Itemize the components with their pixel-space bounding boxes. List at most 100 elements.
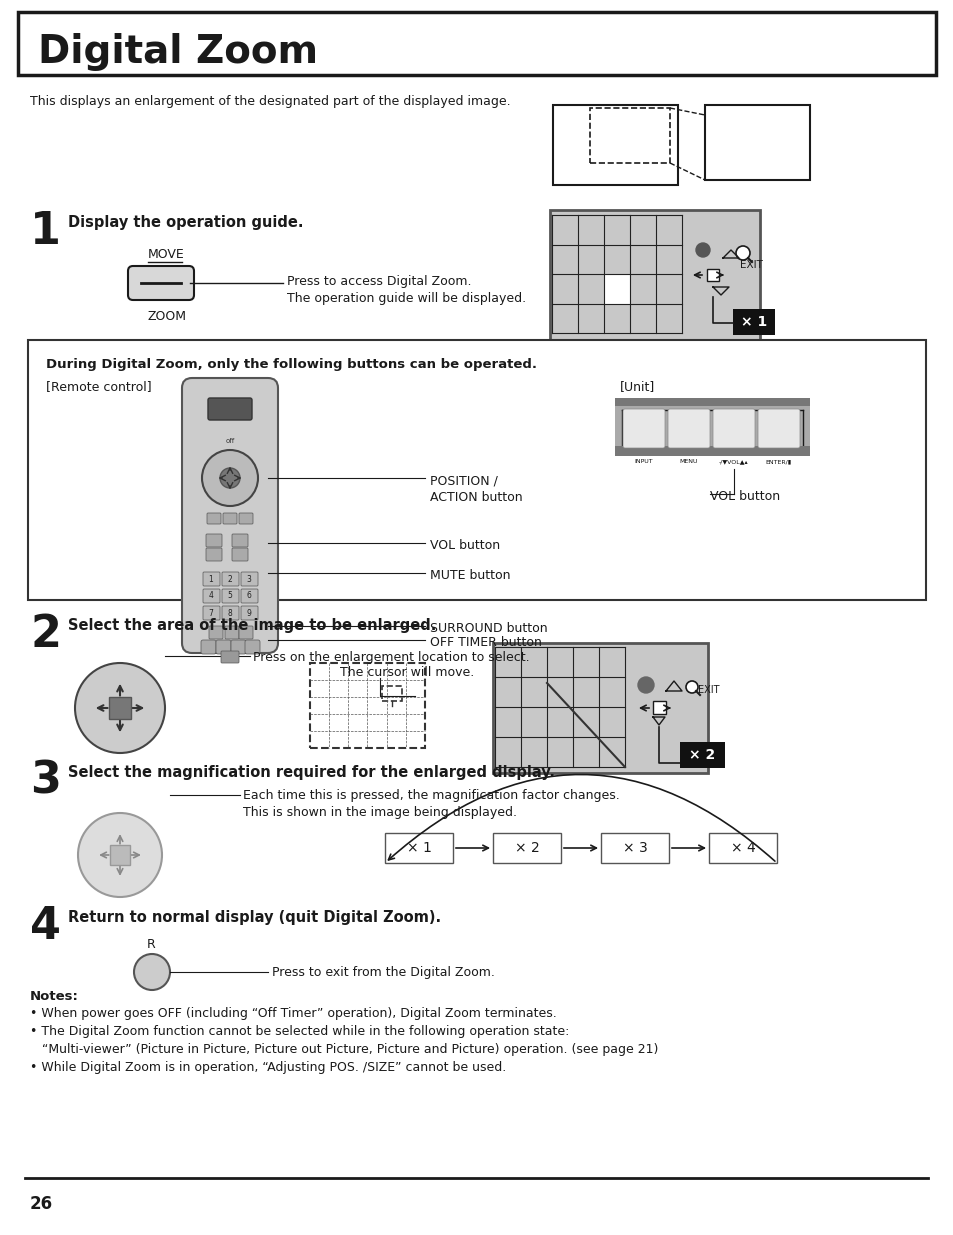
Text: VOL button: VOL button	[709, 490, 780, 503]
Bar	[381, 685, 401, 701]
Text: × 1: × 1	[406, 841, 431, 855]
Bar	[615, 398, 809, 406]
Text: Digital Zoom: Digital Zoom	[38, 33, 317, 70]
Text: Press to access Digital Zoom.: Press to access Digital Zoom.	[287, 275, 471, 288]
FancyBboxPatch shape	[241, 572, 257, 585]
FancyBboxPatch shape	[201, 640, 215, 655]
Bar	[28, 340, 925, 600]
Text: Display the operation guide.: Display the operation guide.	[68, 215, 303, 230]
Bar	[706, 269, 719, 282]
Bar	[310, 663, 424, 748]
FancyBboxPatch shape	[758, 409, 800, 448]
FancyBboxPatch shape	[206, 534, 222, 547]
Text: MUTE button: MUTE button	[430, 569, 510, 582]
Text: -/▼VOL▲▴: -/▼VOL▲▴	[719, 459, 748, 464]
FancyBboxPatch shape	[241, 606, 257, 620]
Bar	[109, 697, 131, 719]
FancyBboxPatch shape	[232, 534, 248, 547]
Text: POSITION /: POSITION /	[430, 474, 497, 487]
Text: 4: 4	[209, 592, 213, 600]
Text: 1: 1	[30, 210, 61, 253]
Circle shape	[202, 450, 257, 506]
Circle shape	[133, 953, 170, 990]
FancyBboxPatch shape	[203, 572, 220, 585]
Bar	[18, 12, 935, 75]
Bar	[600, 832, 668, 863]
Bar	[110, 845, 130, 864]
Text: Select the magnification required for the enlarged display.: Select the magnification required for th…	[68, 764, 555, 781]
Bar	[615, 398, 809, 456]
Bar	[708, 832, 776, 863]
Text: The cursor will move.: The cursor will move.	[339, 666, 474, 679]
Circle shape	[220, 468, 240, 488]
Text: Press on the enlargement location to select.: Press on the enlargement location to sel…	[253, 651, 529, 664]
Bar	[493, 832, 560, 863]
Text: Notes:: Notes:	[30, 990, 79, 1003]
Bar	[385, 832, 453, 863]
Bar	[615, 446, 809, 456]
Text: SURROUND button: SURROUND button	[430, 622, 547, 635]
FancyBboxPatch shape	[215, 640, 231, 655]
Text: × 4: × 4	[730, 841, 755, 855]
Text: × 2: × 2	[514, 841, 538, 855]
Bar	[550, 210, 760, 340]
FancyBboxPatch shape	[239, 513, 253, 524]
Text: EXIT: EXIT	[740, 261, 762, 270]
Circle shape	[75, 663, 165, 753]
FancyBboxPatch shape	[239, 626, 253, 638]
Text: × 1: × 1	[740, 315, 766, 329]
Text: Press to exit from the Digital Zoom.: Press to exit from the Digital Zoom.	[272, 966, 495, 979]
FancyBboxPatch shape	[222, 589, 239, 603]
Bar	[732, 309, 774, 335]
Text: This displays an enlargement of the designated part of the displayed image.: This displays an enlargement of the desi…	[30, 95, 510, 107]
FancyBboxPatch shape	[221, 651, 239, 663]
Text: Return to normal display (quit Digital Zoom).: Return to normal display (quit Digital Z…	[68, 910, 440, 925]
Text: 5: 5	[228, 592, 233, 600]
Text: VOL button: VOL button	[430, 538, 499, 552]
Bar	[603, 274, 629, 304]
Text: • While Digital Zoom is in operation, “Adjusting POS. /SIZE” cannot be used.: • While Digital Zoom is in operation, “A…	[30, 1061, 506, 1074]
Text: 6: 6	[246, 592, 252, 600]
Text: “Multi-viewer” (Picture in Picture, Picture out Picture, Picture and Picture) op: “Multi-viewer” (Picture in Picture, Pict…	[30, 1044, 658, 1056]
FancyBboxPatch shape	[622, 409, 664, 448]
Circle shape	[638, 677, 654, 693]
Text: 9: 9	[246, 609, 252, 618]
Text: × 2: × 2	[688, 748, 715, 762]
Text: INPUT: INPUT	[634, 459, 653, 464]
Bar	[704, 105, 809, 180]
Text: OFF TIMER button: OFF TIMER button	[430, 636, 541, 650]
FancyBboxPatch shape	[667, 409, 709, 448]
FancyBboxPatch shape	[206, 548, 222, 561]
Text: 7: 7	[209, 609, 213, 618]
FancyBboxPatch shape	[128, 266, 193, 300]
Text: MENU: MENU	[679, 459, 698, 464]
Text: Each time this is pressed, the magnification factor changes.: Each time this is pressed, the magnifica…	[243, 789, 619, 802]
Text: ACTION button: ACTION button	[430, 492, 522, 504]
FancyBboxPatch shape	[231, 640, 246, 655]
FancyBboxPatch shape	[182, 378, 277, 653]
Text: 8: 8	[228, 609, 233, 618]
Text: MOVE: MOVE	[148, 248, 185, 261]
Bar	[589, 107, 669, 163]
Text: ZOOM: ZOOM	[148, 310, 187, 324]
Text: R: R	[147, 939, 155, 951]
Bar	[493, 643, 707, 773]
Text: 4: 4	[30, 905, 61, 948]
FancyBboxPatch shape	[208, 398, 252, 420]
Text: ENTER/▮: ENTER/▮	[765, 459, 791, 464]
Text: The operation guide will be displayed.: The operation guide will be displayed.	[287, 291, 525, 305]
FancyBboxPatch shape	[203, 606, 220, 620]
Text: During Digital Zoom, only the following buttons can be operated.: During Digital Zoom, only the following …	[46, 358, 537, 370]
FancyBboxPatch shape	[223, 513, 236, 524]
FancyBboxPatch shape	[241, 589, 257, 603]
Text: 2: 2	[30, 613, 61, 656]
Text: [Unit]: [Unit]	[619, 380, 655, 393]
FancyBboxPatch shape	[203, 589, 220, 603]
Text: off: off	[225, 438, 234, 445]
FancyBboxPatch shape	[209, 626, 223, 638]
Circle shape	[685, 680, 698, 693]
Text: EXIT: EXIT	[698, 685, 719, 695]
Circle shape	[696, 243, 709, 257]
Text: 3: 3	[30, 760, 61, 803]
Bar	[679, 742, 724, 768]
